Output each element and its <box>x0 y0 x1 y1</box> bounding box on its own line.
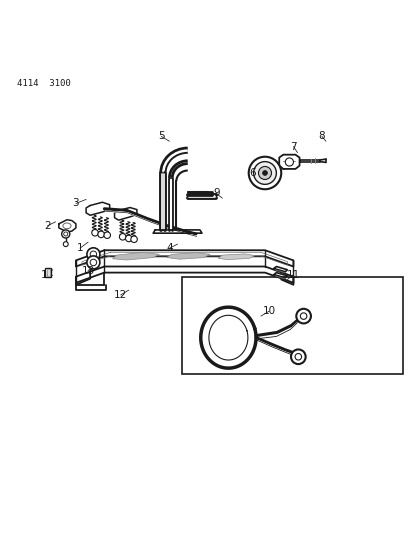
Circle shape <box>296 309 311 324</box>
Circle shape <box>259 166 271 180</box>
Circle shape <box>291 350 306 364</box>
Text: 10: 10 <box>262 306 276 316</box>
Circle shape <box>120 233 126 240</box>
Polygon shape <box>113 252 159 260</box>
Circle shape <box>92 230 98 236</box>
Text: 3: 3 <box>73 198 79 208</box>
Text: 14: 14 <box>41 270 54 280</box>
Circle shape <box>254 161 276 184</box>
Bar <box>182 277 403 374</box>
Bar <box>45 268 51 277</box>
Text: 8: 8 <box>319 131 325 141</box>
Circle shape <box>131 236 137 243</box>
Circle shape <box>98 231 104 238</box>
Circle shape <box>249 157 281 189</box>
Bar <box>47 269 50 276</box>
Text: 4114  3100: 4114 3100 <box>17 79 71 87</box>
Text: 6: 6 <box>249 168 256 178</box>
Text: 13: 13 <box>82 265 95 276</box>
Polygon shape <box>218 254 255 260</box>
Circle shape <box>62 230 70 238</box>
Circle shape <box>285 158 293 166</box>
Text: 9: 9 <box>213 188 220 198</box>
Circle shape <box>87 248 100 261</box>
Circle shape <box>87 256 100 269</box>
Text: 12: 12 <box>114 290 127 300</box>
Circle shape <box>104 232 111 238</box>
Text: 11: 11 <box>287 270 300 280</box>
Text: 2: 2 <box>44 221 51 231</box>
Text: 1: 1 <box>77 243 83 253</box>
Polygon shape <box>166 253 210 259</box>
Circle shape <box>263 171 267 175</box>
Text: 5: 5 <box>158 131 164 141</box>
Text: 4: 4 <box>166 243 173 253</box>
Text: 7: 7 <box>290 142 297 151</box>
Circle shape <box>126 235 132 241</box>
Circle shape <box>63 241 68 247</box>
